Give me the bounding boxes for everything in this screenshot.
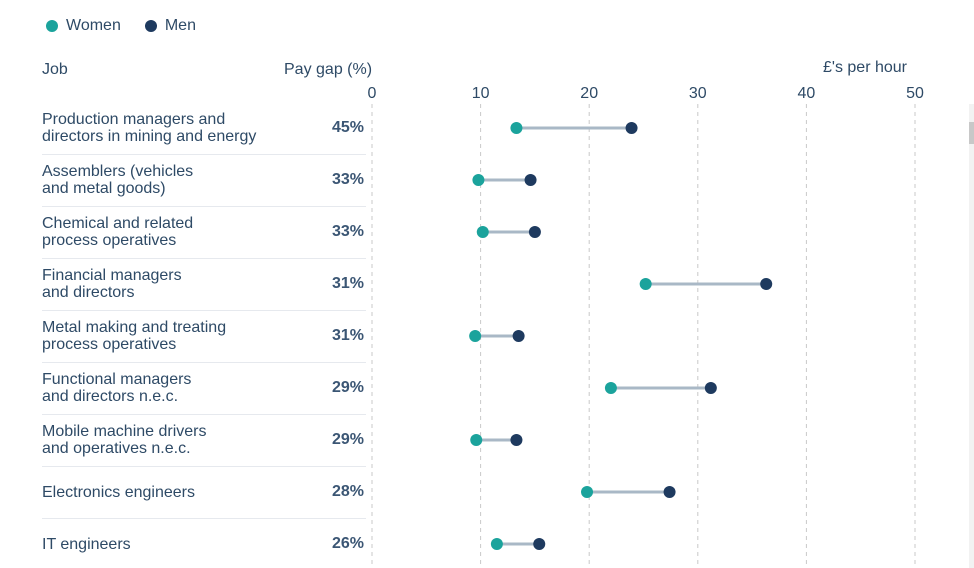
job-label-line: and directors n.e.c. (42, 388, 179, 405)
row-divider (42, 310, 366, 311)
row-divider (42, 206, 366, 207)
men-data-point (512, 330, 525, 342)
job-label: Financial managers and directors (42, 267, 182, 301)
row-divider (42, 362, 366, 363)
job-label-line: Mobile machine drivers (42, 423, 207, 440)
men-data-point (510, 434, 523, 446)
pay-gap-value: 29% (331, 379, 364, 396)
women-marker-icon (46, 20, 58, 32)
women-data-point (490, 538, 503, 550)
x-tick-label: 0 (368, 85, 377, 102)
job-label-line: process operatives (42, 232, 177, 249)
women-data-point (581, 486, 594, 498)
job-label: Chemical and related process operatives (42, 215, 193, 249)
row-divider (42, 518, 366, 519)
row-divider (42, 154, 366, 155)
job-label-line: Functional managers (42, 371, 192, 388)
men-data-point (528, 226, 541, 238)
women-data-point (470, 434, 483, 446)
job-label: Functional managers and directors n.e.c. (42, 371, 191, 405)
men-data-point (533, 538, 546, 550)
women-data-point (476, 226, 489, 238)
women-data-point (639, 278, 652, 290)
job-label-line: and directors (42, 284, 135, 301)
job-label-line: Chemical and related (42, 215, 194, 232)
legend-item-women[interactable]: Women (46, 17, 121, 35)
legend-item-men[interactable]: Men (144, 17, 196, 35)
x-tick-label: 10 (472, 85, 490, 102)
x-tick-label: 20 (580, 85, 598, 102)
men-data-point (760, 278, 773, 290)
women-data-point (469, 330, 482, 342)
vertical-scrollbar[interactable] (969, 104, 974, 568)
chart-legend: Women Men (46, 17, 196, 35)
row-divider (42, 258, 366, 259)
women-data-point (472, 174, 485, 186)
men-data-point (663, 486, 676, 498)
job-label: Metal making and treating process operati… (42, 319, 226, 353)
job-label-line: Assemblers (vehicles (42, 163, 194, 180)
men-data-point (625, 122, 638, 134)
row-divider (42, 466, 366, 467)
x-tick-label: 40 (798, 85, 816, 102)
pay-gap-value: 28% (331, 483, 364, 500)
job-column-header: Job (42, 61, 68, 78)
men-marker-icon (144, 20, 157, 32)
pay-gap-value: 33% (331, 223, 364, 240)
women-data-point (604, 382, 617, 394)
job-label: Production managers and directors in mini… (42, 111, 256, 145)
job-label-line: Financial managers (42, 267, 182, 284)
women-data-point (510, 122, 523, 134)
pay-gap-value: 33% (331, 171, 364, 188)
job-label: Mobile machine drivers and operatives n.e… (42, 423, 207, 457)
job-label-line: process operatives (42, 336, 177, 353)
x-tick-label: 50 (906, 85, 924, 102)
job-label: Assemblers (vehicles and metal goods) (42, 163, 193, 197)
pay-gap-value: 29% (331, 431, 364, 448)
job-label-line: Production managers and (42, 111, 226, 128)
x-tick-label: 30 (689, 85, 707, 102)
row-divider (42, 414, 366, 415)
job-label-line: and metal goods) (42, 180, 166, 197)
pay-gap-value: 31% (331, 327, 364, 344)
job-label: Electronics engineers (42, 484, 195, 501)
legend-label-women: Women (66, 17, 121, 34)
hourly-axis-title: £'s per hour (823, 59, 907, 76)
job-label-line: Metal making and treating (42, 319, 227, 336)
pay-gap-value: 26% (331, 535, 364, 552)
pay-gap-value: 45% (331, 119, 364, 136)
pay-gap-column-header: Pay gap (%) (284, 61, 373, 78)
men-data-point (704, 382, 717, 394)
men-data-point (524, 174, 537, 186)
legend-label-men: Men (164, 17, 196, 34)
job-label-line: and operatives n.e.c. (42, 440, 191, 457)
scrollbar-thumb[interactable] (969, 122, 974, 144)
job-label: IT engineers (42, 536, 131, 553)
job-label-line: directors in mining and energy (42, 128, 257, 145)
pay-gap-value: 31% (331, 275, 364, 292)
